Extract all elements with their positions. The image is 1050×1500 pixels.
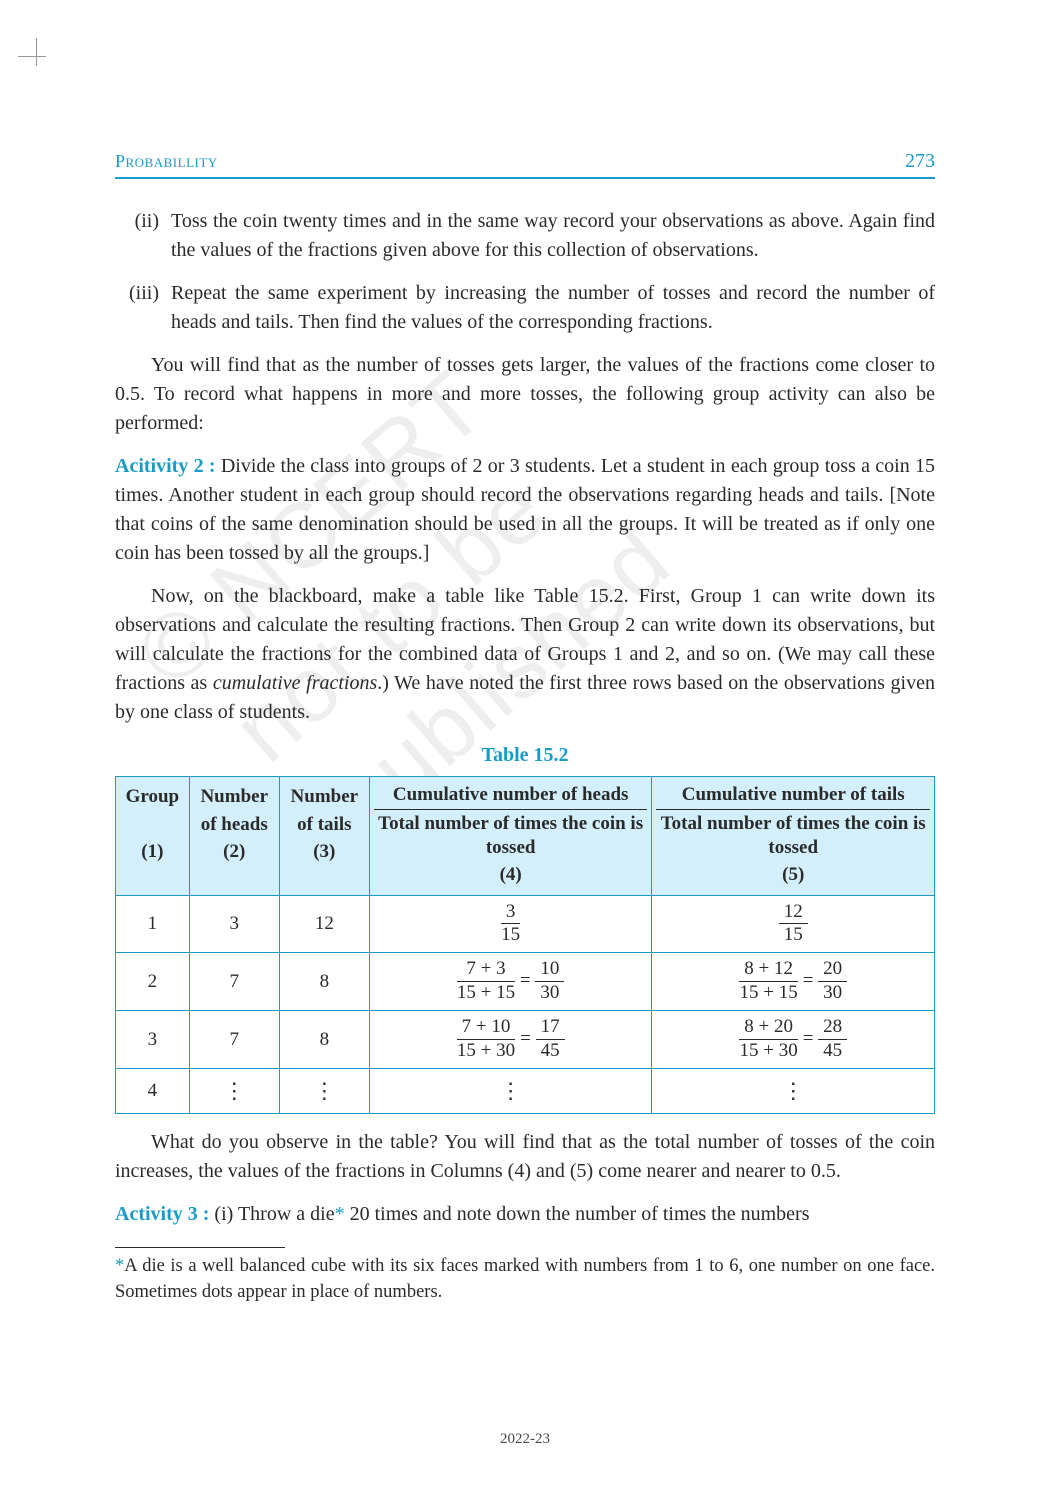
col-header: Number of heads(2) (189, 777, 279, 896)
activity-label: Activity 3 : (115, 1203, 214, 1225)
cell: 8 + 1215 + 15 = 2030 (652, 953, 935, 1011)
chapter-title: Probabillity (115, 151, 218, 172)
activity-3: Activity 3 : (i) Throw a die* 20 times a… (115, 1200, 935, 1229)
cell: 3 (116, 1011, 190, 1069)
fraction: 1030 (535, 959, 564, 1004)
fraction: 8 + 2015 + 30 (739, 1017, 798, 1062)
fraction: 2845 (818, 1017, 847, 1062)
cell: ⋮ (279, 1068, 369, 1113)
list-marker: (ii) (115, 207, 171, 265)
cell: 12 (279, 895, 369, 953)
fraction: 7 + 1015 + 30 (457, 1017, 516, 1062)
table-row: 1 3 12 315 1215 (116, 895, 935, 953)
table-caption: Table 15.2 (115, 741, 935, 770)
activity-text: Divide the class into groups of 2 or 3 s… (115, 455, 935, 564)
table-row: 2 7 8 7 + 315 + 15 = 1030 8 + 1215 + 15 … (116, 953, 935, 1011)
table-header-row: Group(1) Number of heads(2) Number of ta… (116, 777, 935, 896)
fraction: 8 + 1215 + 15 (739, 959, 798, 1004)
list-content: Toss the coin twenty times and in the sa… (171, 207, 935, 265)
text-run: 20 times and note down the number of tim… (345, 1203, 810, 1225)
fraction: 2030 (818, 959, 847, 1004)
cell: 2 (116, 953, 190, 1011)
cell: 8 (279, 1011, 369, 1069)
footnote-rule (115, 1247, 285, 1248)
table-row: 4 ⋮ ⋮ ⋮ ⋮ (116, 1068, 935, 1113)
col-header: Number of tails(3) (279, 777, 369, 896)
fraction: 315 (501, 902, 521, 947)
footnote-star: * (115, 1256, 124, 1276)
table-row: 3 7 8 7 + 1015 + 30 = 1745 8 + 2015 + 30… (116, 1011, 935, 1069)
col-header: Group(1) (116, 777, 190, 896)
footnote-text: A die is a well balanced cube with its s… (115, 1256, 935, 1302)
paragraph: What do you observe in the table? You wi… (115, 1128, 935, 1186)
cell: 315 (369, 895, 652, 953)
fraction-header: Cumulative number of tails Total number … (656, 783, 930, 859)
cell: ⋮ (369, 1068, 652, 1113)
cell: 3 (189, 895, 279, 953)
footnote: *A die is a well balanced cube with its … (115, 1254, 935, 1306)
col-header: Cumulative number of tails Total number … (652, 777, 935, 896)
cell: 7 + 315 + 15 = 1030 (369, 953, 652, 1011)
list-item-ii: (ii) Toss the coin twenty times and in t… (115, 207, 935, 265)
cell: 1 (116, 895, 190, 953)
cell: 8 + 2015 + 30 = 2845 (652, 1011, 935, 1069)
fraction: 1745 (536, 1017, 565, 1062)
list-content: Repeat the same experiment by increasing… (171, 279, 935, 337)
cell: ⋮ (652, 1068, 935, 1113)
list-item-iii: (iii) Repeat the same experiment by incr… (115, 279, 935, 337)
activity-label: Acitivity 2 : (115, 455, 221, 477)
cell: 1215 (652, 895, 935, 953)
fraction: 1215 (779, 902, 808, 947)
cell: 4 (116, 1068, 190, 1113)
fraction: 7 + 315 + 15 (457, 959, 515, 1004)
footer-year: 2022-23 (0, 1431, 1050, 1448)
text-run: (i) Throw a die (214, 1203, 334, 1225)
table-15-2: Group(1) Number of heads(2) Number of ta… (115, 776, 935, 1114)
body: (ii) Toss the coin twenty times and in t… (115, 207, 935, 1306)
paragraph: Now, on the blackboard, make a table lik… (115, 582, 935, 727)
page-number: 273 (905, 150, 935, 173)
cell: 7 (189, 1011, 279, 1069)
cell: 7 (189, 953, 279, 1011)
col-header: Cumulative number of heads Total number … (369, 777, 652, 896)
list-marker: (iii) (115, 279, 171, 337)
page-header: Probabillity 273 (115, 150, 935, 179)
activity-2: Acitivity 2 : Divide the class into grou… (115, 452, 935, 568)
fraction-header: Cumulative number of heads Total number … (374, 783, 648, 859)
cell: 8 (279, 953, 369, 1011)
paragraph: You will find that as the number of toss… (115, 351, 935, 438)
italic-term: cumulative fractions (213, 672, 377, 694)
footnote-marker: * (335, 1203, 345, 1225)
cell: 7 + 1015 + 30 = 1745 (369, 1011, 652, 1069)
page: Probabillity 273 (ii) Toss the coin twen… (0, 0, 1050, 1366)
cell: ⋮ (189, 1068, 279, 1113)
